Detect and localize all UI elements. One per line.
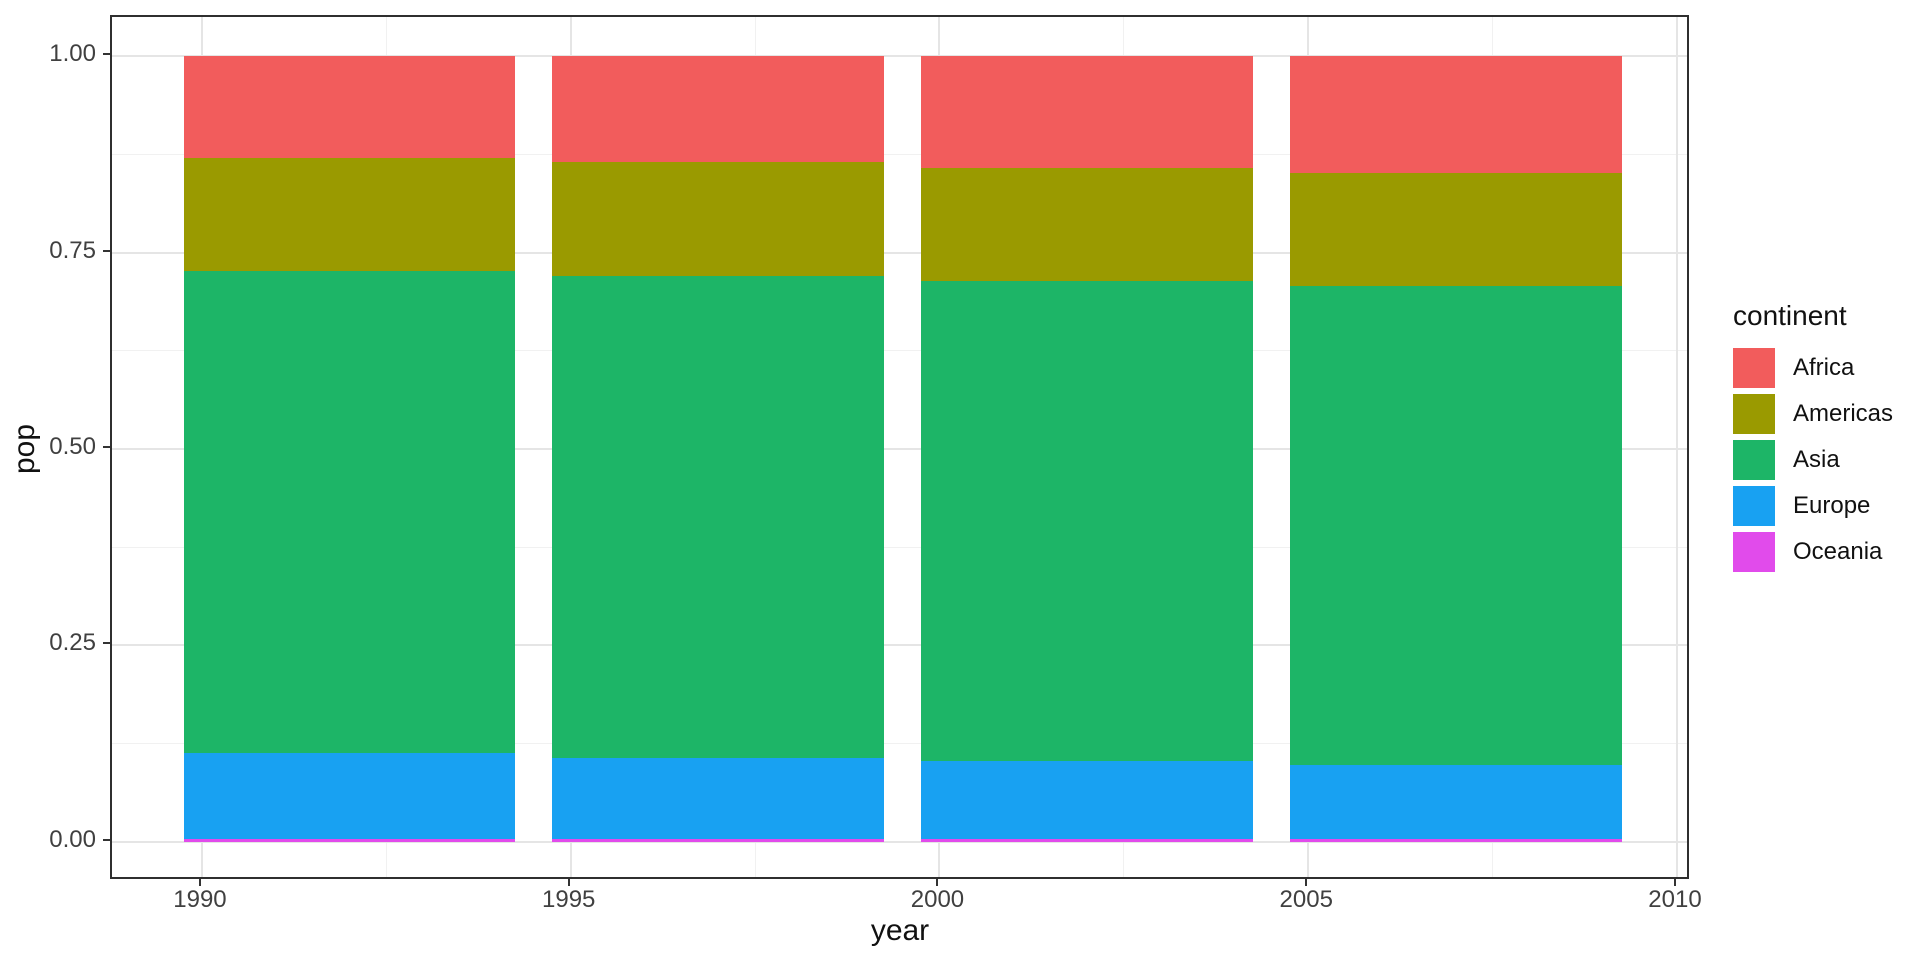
gridline-major-horizontal	[112, 840, 1687, 843]
y-tick-label: 0.75	[49, 236, 96, 264]
bar-segment-asia-2002	[921, 280, 1253, 762]
bar-segment-europe-1992	[183, 752, 516, 839]
gridline-minor-horizontal	[112, 546, 1687, 548]
x-tick-label: 1990	[173, 886, 227, 913]
bar-segment-americas-1992	[183, 157, 516, 272]
x-tick-mark	[1673, 879, 1676, 886]
bar-segment-africa-1992	[183, 56, 516, 158]
legend-label-americas: Americas	[1793, 400, 1894, 427]
legend-title: continent	[1733, 300, 1847, 331]
bar-segment-europe-2007	[1289, 764, 1622, 839]
legend: continent Africa Americas Asia Europe Oceani…	[1733, 300, 1893, 578]
gridline-minor-horizontal	[112, 743, 1687, 745]
x-tick-mark	[567, 879, 570, 886]
bar-segment-americas-2007	[1289, 173, 1622, 286]
bar-segment-europe-1997	[552, 757, 885, 839]
gridline-major-horizontal	[112, 448, 1687, 450]
x-axis-title: year	[870, 914, 930, 947]
legend-item-oceania: Oceania	[1733, 532, 1893, 572]
bar-segment-oceania-1992	[183, 838, 516, 842]
x-tick-label: 2000	[910, 886, 965, 913]
x-tick-mark	[198, 879, 201, 886]
bar-segment-asia-1992	[183, 271, 516, 753]
y-tick-label: 0.50	[49, 433, 96, 460]
bar-segment-oceania-2007	[1289, 838, 1622, 842]
gridline-minor-horizontal	[112, 350, 1687, 352]
y-tick-label: 0.00	[49, 825, 96, 853]
legend-label-oceania: Oceania	[1793, 538, 1883, 565]
bar-segment-oceania-2002	[921, 838, 1253, 842]
legend-key-asia	[1733, 440, 1775, 480]
y-tick-label: 1.00	[49, 40, 96, 68]
gridline-major-horizontal	[112, 251, 1687, 254]
bar-segment-oceania-1997	[552, 838, 885, 842]
legend-key-europe	[1733, 486, 1775, 526]
y-tick-mark	[103, 642, 110, 645]
y-tick-mark	[103, 838, 110, 841]
bar-segment-americas-1997	[552, 162, 885, 276]
y-tick-mark	[103, 446, 110, 448]
bar-segment-asia-1997	[552, 275, 885, 758]
gridline-major-horizontal	[112, 644, 1687, 647]
gridline-minor-horizontal	[112, 153, 1687, 155]
legend-label-europe: Europe	[1793, 492, 1871, 519]
x-tick-label: 1995	[542, 886, 596, 913]
legend-key-oceania	[1733, 532, 1775, 572]
x-tick-label: 2010	[1648, 886, 1702, 913]
bar-segment-americas-2002	[921, 167, 1253, 281]
bar-segment-africa-2007	[1289, 56, 1622, 174]
y-tick-mark	[103, 53, 110, 56]
legend-item-asia: Asia	[1733, 440, 1893, 480]
gridline-major-vertical	[1675, 17, 1678, 877]
y-axis-title: pop	[8, 423, 41, 475]
legend-item-africa: Africa	[1733, 348, 1893, 388]
y-tick-mark	[103, 249, 110, 252]
x-tick-mark	[936, 879, 939, 886]
x-tick-label: 2005	[1279, 886, 1333, 913]
bar-segment-africa-1997	[552, 56, 885, 163]
legend-items: Africa Americas Asia Europe Oceania	[1733, 348, 1893, 572]
bar-segment-europe-2002	[921, 761, 1253, 839]
legend-item-americas: Americas	[1733, 394, 1893, 434]
bar-segment-asia-2007	[1289, 286, 1622, 765]
gridline-major-horizontal	[112, 55, 1687, 58]
x-tick-mark	[1305, 879, 1308, 886]
legend-key-americas	[1733, 394, 1775, 434]
y-tick-label: 0.25	[49, 629, 96, 657]
legend-key-africa	[1733, 348, 1775, 388]
legend-label-asia: Asia	[1793, 446, 1840, 473]
bars	[112, 17, 1687, 877]
legend-item-europe: Europe	[1733, 486, 1893, 526]
bar-segment-africa-2002	[921, 56, 1253, 168]
legend-label-africa: Africa	[1793, 354, 1855, 381]
plot-panel	[110, 15, 1689, 879]
